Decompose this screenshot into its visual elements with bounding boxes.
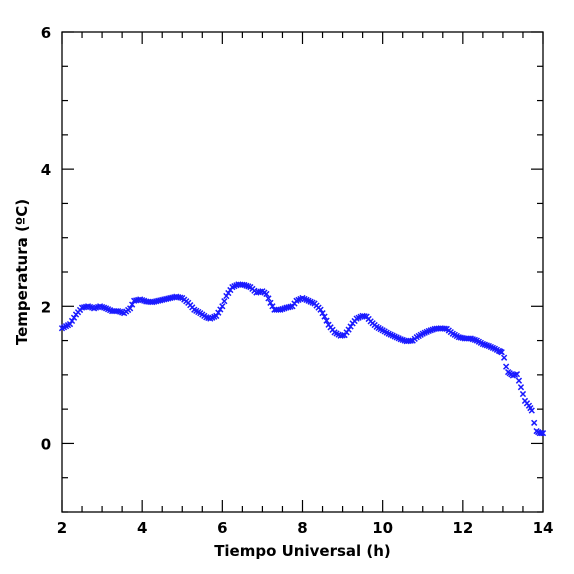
data-series bbox=[58, 281, 547, 437]
x-tick-label: 4 bbox=[137, 519, 147, 537]
axis-ticks bbox=[61, 31, 544, 513]
data-point bbox=[321, 313, 328, 320]
data-point bbox=[519, 390, 527, 398]
data-point bbox=[538, 430, 545, 437]
data-point bbox=[502, 363, 510, 370]
y-tick-label: 4 bbox=[41, 161, 51, 179]
x-tick-label: 12 bbox=[452, 519, 473, 537]
data-point bbox=[263, 290, 270, 298]
y-tick-label: 6 bbox=[41, 24, 51, 42]
x-tick-label: 2 bbox=[57, 519, 67, 537]
data-point bbox=[219, 303, 226, 310]
data-point bbox=[513, 371, 521, 378]
x-tick-label: 6 bbox=[217, 519, 227, 537]
y-tick-label: 0 bbox=[41, 435, 51, 453]
tick-labels: 2 4 6 8 10 12 14 0 2 4 6 bbox=[41, 24, 554, 537]
data-point bbox=[347, 323, 354, 330]
data-point bbox=[319, 310, 326, 317]
y-tick-label: 2 bbox=[41, 298, 51, 316]
data-point bbox=[517, 384, 525, 391]
data-point bbox=[317, 306, 324, 313]
data-point bbox=[345, 326, 352, 333]
data-point bbox=[215, 309, 222, 316]
x-tick-label: 14 bbox=[533, 519, 554, 537]
data-point bbox=[213, 312, 220, 320]
x-axis-label: Tiempo Universal (h) bbox=[214, 542, 391, 560]
data-point bbox=[531, 419, 538, 426]
data-point bbox=[267, 299, 274, 306]
data-point bbox=[361, 313, 368, 320]
data-point bbox=[515, 377, 523, 384]
data-point bbox=[217, 306, 224, 313]
x-tick-label: 8 bbox=[297, 519, 307, 537]
data-point bbox=[265, 295, 272, 302]
data-point bbox=[407, 337, 414, 344]
data-point bbox=[66, 320, 74, 328]
data-point bbox=[441, 325, 448, 332]
plot-frame bbox=[61, 31, 544, 513]
data-point bbox=[68, 317, 76, 325]
data-point bbox=[500, 354, 508, 361]
data-point bbox=[323, 317, 330, 324]
data-point bbox=[498, 349, 505, 356]
data-point bbox=[127, 305, 134, 312]
data-point bbox=[221, 298, 228, 305]
x-tick-label: 10 bbox=[372, 519, 393, 537]
y-axis-label: Temperatura (ºC) bbox=[13, 199, 31, 345]
data-point bbox=[70, 314, 78, 321]
data-point bbox=[539, 430, 547, 437]
data-point bbox=[528, 407, 535, 414]
